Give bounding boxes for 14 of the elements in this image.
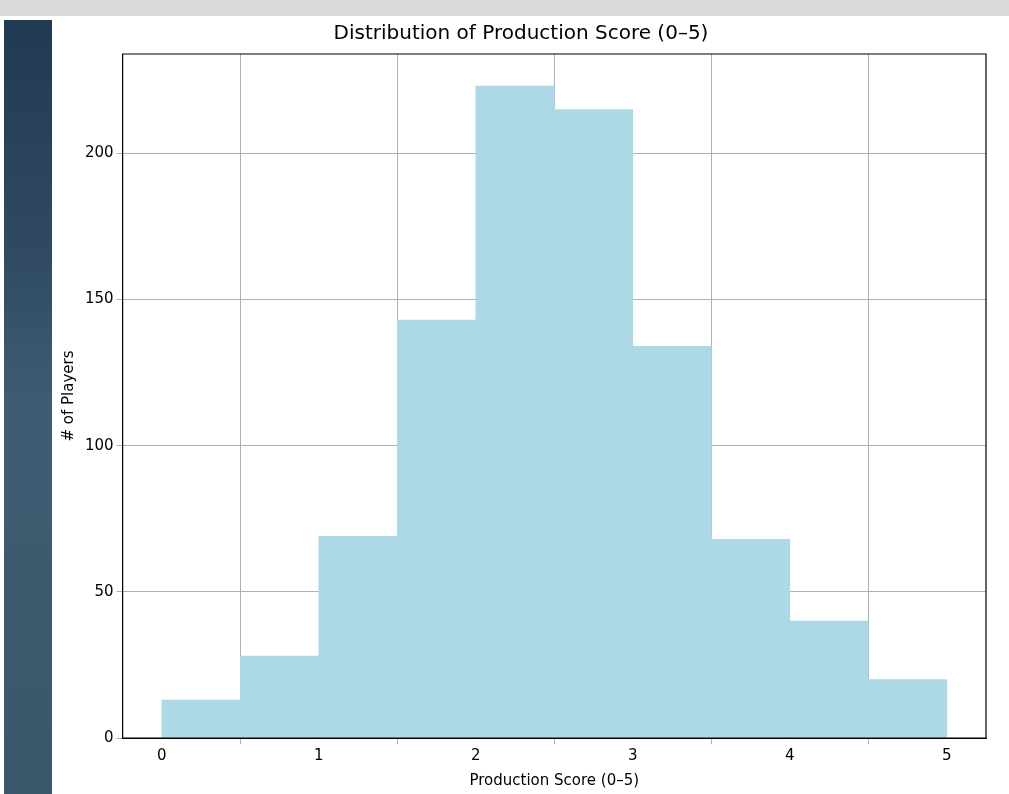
x-axis-title: Production Score (0–5) (469, 770, 640, 789)
x-tick-label: 4 (785, 745, 795, 764)
x-tick-label: 5 (941, 745, 952, 764)
y-tick-label: 0 (104, 727, 114, 746)
x-tick-label: 0 (157, 745, 167, 764)
x-tick-label: 2 (471, 745, 481, 764)
x-tick-label: 1 (314, 745, 324, 764)
y-tick-label: 150 (84, 289, 114, 308)
chart-title: Distribution of Production Score (0–5) (333, 20, 709, 45)
y-tick-label: 200 (84, 143, 114, 162)
y-tick-label: 50 (94, 581, 114, 600)
x-tick-label: 3 (628, 745, 638, 764)
y-axis-title: # of Players (58, 350, 77, 442)
y-tick-label: 100 (84, 435, 114, 454)
